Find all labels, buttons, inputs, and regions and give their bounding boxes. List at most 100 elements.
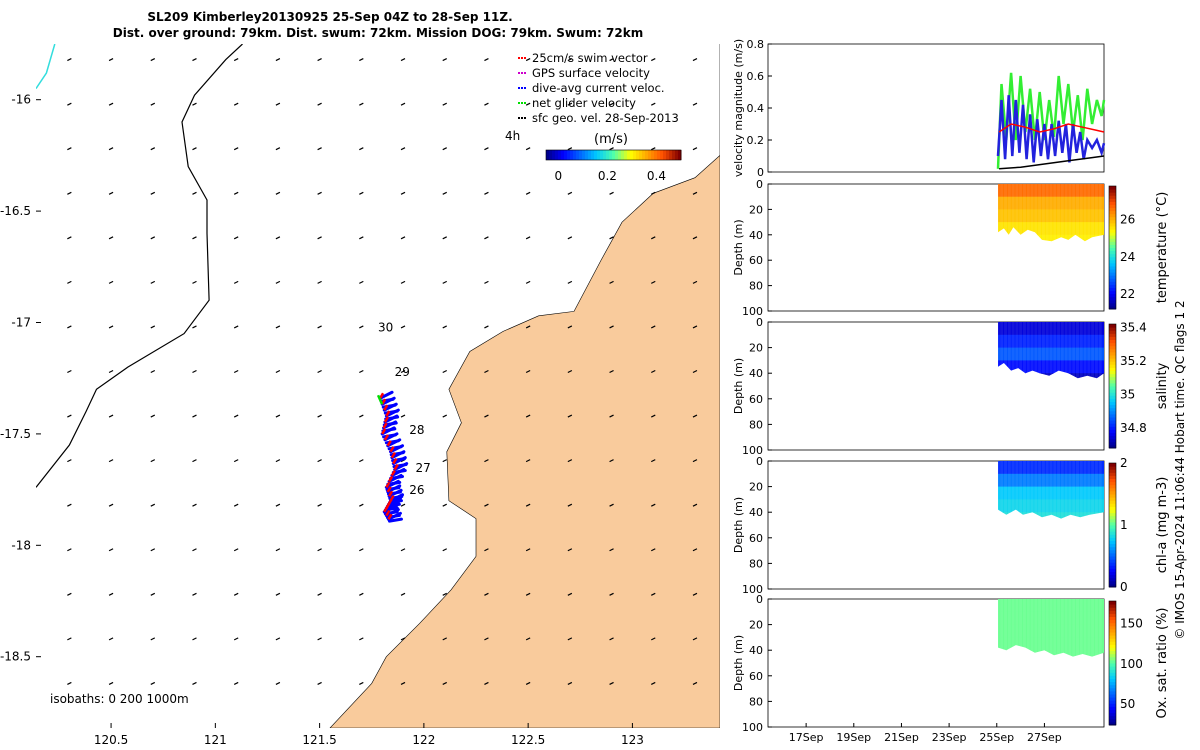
chla-field-band bbox=[997, 473, 1104, 488]
surface-velocity-arrow bbox=[150, 681, 156, 685]
map-x-tick-label: 122 bbox=[412, 733, 435, 747]
surface-velocity-arrow bbox=[233, 236, 239, 240]
surface-velocity-arrow bbox=[567, 681, 573, 685]
chla-colorbar-cell bbox=[1109, 537, 1116, 541]
chla-colorbar-cell bbox=[1109, 481, 1116, 486]
colorbar-cell bbox=[654, 150, 658, 160]
surface-velocity-arrow bbox=[525, 102, 531, 106]
swim-vector bbox=[393, 463, 399, 471]
map-y-tick-label: -16 bbox=[11, 93, 31, 107]
surface-velocity-arrow bbox=[275, 369, 281, 374]
colorbar-cell bbox=[612, 150, 616, 160]
chla-colorbar-cell bbox=[1109, 494, 1116, 498]
surface-velocity-arrow bbox=[317, 503, 322, 507]
legend-label: net glider velocity bbox=[532, 96, 636, 110]
surface-velocity-arrow bbox=[650, 503, 656, 507]
colorbar-cell bbox=[609, 150, 613, 160]
oxygen-colorbar-cell bbox=[1109, 622, 1116, 627]
swim-vector bbox=[388, 490, 394, 497]
temperature-colorbar-cell bbox=[1109, 305, 1116, 310]
oxygen-colorbar-cell bbox=[1109, 694, 1116, 698]
surface-velocity-arrow bbox=[317, 369, 322, 374]
oxygen-colorbar-cell bbox=[1109, 653, 1116, 658]
surface-velocity-arrow bbox=[67, 191, 72, 195]
temperature-colorbar-cell bbox=[1109, 253, 1116, 258]
surface-velocity-arrow bbox=[650, 236, 656, 240]
temperature-y-tick-label: 20 bbox=[749, 203, 763, 216]
surface-velocity-arrow bbox=[650, 414, 656, 418]
surface-velocity-arrow bbox=[233, 592, 239, 596]
velocity-y-tick-label: 0.8 bbox=[747, 38, 765, 51]
salinity-y-axis-label: Depth (m) bbox=[732, 358, 745, 414]
isobath-0m bbox=[36, 44, 56, 90]
surface-velocity-arrow bbox=[317, 58, 322, 62]
salinity-colorbar-cell bbox=[1109, 386, 1116, 390]
colorbar-cell bbox=[615, 150, 619, 160]
salinity-y-tick-label: 20 bbox=[749, 342, 763, 355]
oxygen-colorbar-cell bbox=[1109, 697, 1116, 701]
surface-velocity-arrow bbox=[233, 58, 239, 62]
surface-velocity-arrow bbox=[525, 191, 531, 195]
chla-colorbar-cell bbox=[1109, 556, 1116, 560]
surface-velocity-arrow bbox=[567, 147, 573, 151]
chla-colorbar-cell bbox=[1109, 490, 1116, 495]
temperature-colorbar-cell bbox=[1109, 287, 1116, 292]
surface-velocity-arrow bbox=[67, 280, 72, 284]
surface-velocity-arrow bbox=[525, 236, 531, 240]
temperature-field-band bbox=[997, 184, 1104, 198]
surface-velocity-arrow bbox=[359, 592, 364, 596]
salinity-y-tick-label: 80 bbox=[749, 418, 763, 431]
temperature-y-tick-label: 100 bbox=[742, 305, 763, 318]
colorbar-cell bbox=[552, 150, 556, 160]
oxygen-colorbar-frame bbox=[1108, 600, 1117, 726]
salinity-colorbar-cell bbox=[1109, 361, 1116, 365]
oxygen-colorbar-cell bbox=[1109, 666, 1116, 670]
surface-velocity-arrow bbox=[275, 414, 281, 418]
colorbar-cell bbox=[678, 150, 682, 160]
land-mass bbox=[329, 44, 720, 728]
oxygen-field-band bbox=[997, 624, 1104, 638]
colorbar-cell bbox=[618, 150, 622, 160]
map-panel: 30 29 28 27 26 120.5 121 121.5 122 122.5 123 -16 -16… bbox=[0, 44, 720, 747]
surface-velocity-arrow bbox=[567, 459, 573, 463]
oxygen-colorbar-cell bbox=[1109, 678, 1116, 683]
legend-label: dive-avg current veloc. bbox=[532, 81, 665, 95]
oxygen-colorbar-cell bbox=[1109, 607, 1116, 611]
surface-velocity-arrow bbox=[275, 503, 281, 507]
salinity-colorbar-cell bbox=[1109, 444, 1116, 449]
surface-velocity-arrow bbox=[650, 681, 656, 685]
chla-colorbar-cell bbox=[1109, 565, 1116, 569]
salinity-colorbar-cell bbox=[1109, 370, 1116, 375]
day-label: 28 bbox=[409, 423, 424, 437]
surface-velocity-arrow bbox=[233, 102, 239, 106]
temperature-colorbar-cell bbox=[1109, 189, 1116, 193]
swim-vector bbox=[379, 392, 385, 399]
legend-label: sfc geo. vel. 28-Sep-2013 bbox=[532, 111, 679, 125]
surface-velocity-arrow bbox=[67, 414, 72, 418]
surface-velocity-arrow bbox=[442, 325, 448, 329]
colorbar-cell bbox=[570, 150, 574, 160]
surface-velocity-arrow bbox=[359, 548, 364, 552]
velocity-y-axis-label: velocity magnitude (m/s) bbox=[732, 39, 745, 177]
surface-velocity-arrow bbox=[192, 102, 197, 106]
chla-colorbar-cell bbox=[1109, 574, 1116, 579]
day-label: 29 bbox=[395, 365, 410, 379]
surface-velocity-arrow bbox=[108, 58, 114, 62]
temperature-colorbar-cell bbox=[1109, 259, 1116, 264]
chla-colorbar-cell bbox=[1109, 500, 1116, 504]
surface-velocity-arrow bbox=[108, 548, 114, 552]
isobath-200m bbox=[36, 44, 243, 488]
temperature-colorbar-cell bbox=[1109, 299, 1116, 304]
oxygen-colorbar-label: Ox. sat. ratio (%) bbox=[1155, 608, 1170, 719]
surface-velocity-arrow bbox=[484, 147, 489, 151]
surface-velocity-arrow bbox=[484, 325, 489, 329]
temperature-colorbar-cell bbox=[1109, 198, 1116, 202]
chla-colorbar-cell bbox=[1109, 552, 1116, 557]
chla-field-band bbox=[997, 486, 1104, 500]
chla-colorbar-cell bbox=[1109, 546, 1116, 551]
surface-velocity-arrow bbox=[359, 503, 364, 507]
surface-velocity-arrow bbox=[108, 236, 114, 240]
surface-velocity-arrow bbox=[650, 592, 656, 596]
oxygen-colorbar-cell bbox=[1109, 663, 1116, 667]
surface-velocity-arrow bbox=[692, 147, 698, 151]
